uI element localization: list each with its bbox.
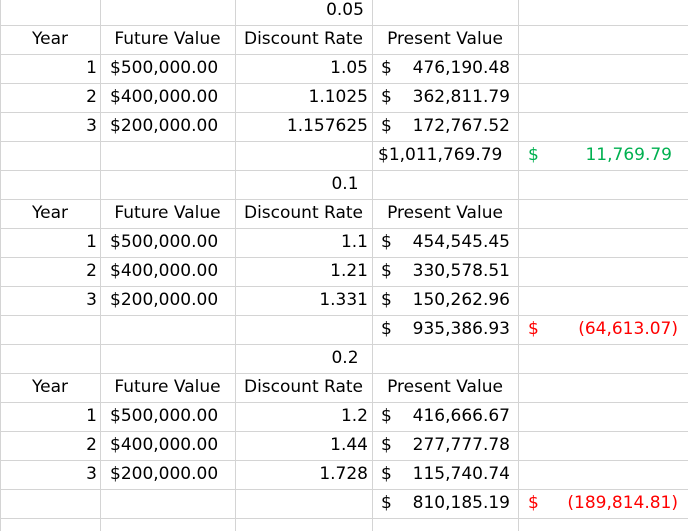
present-value-cell[interactable]: 150,262.96 bbox=[412, 290, 510, 310]
future-value-cell[interactable]: $200,000.00 bbox=[110, 464, 219, 484]
rate-cell[interactable]: 0.05 bbox=[326, 0, 364, 20]
currency-symbol: $ bbox=[381, 435, 392, 455]
year-cell[interactable]: 1 bbox=[86, 232, 97, 252]
future-value-cell[interactable]: $500,000.00 bbox=[110, 406, 219, 426]
future-value-cell[interactable]: $400,000.00 bbox=[110, 87, 219, 107]
currency-symbol: $ bbox=[381, 406, 392, 426]
year-cell[interactable]: 3 bbox=[86, 116, 97, 136]
header-year[interactable]: Year bbox=[32, 377, 68, 397]
future-value-cell[interactable]: $400,000.00 bbox=[110, 261, 219, 281]
total-present-value-cell[interactable]: 810,185.19 bbox=[412, 493, 510, 513]
discount-rate-cell[interactable]: 1.728 bbox=[319, 464, 368, 484]
currency-symbol: $ bbox=[381, 319, 392, 339]
present-value-cell[interactable]: 330,578.51 bbox=[412, 261, 510, 281]
year-cell[interactable]: 3 bbox=[86, 464, 97, 484]
total-present-value-cell[interactable]: $1,011,769.79 bbox=[378, 145, 503, 165]
header-present-value[interactable]: Present Value bbox=[387, 203, 503, 223]
present-value-cell[interactable]: 454,545.45 bbox=[412, 232, 510, 252]
header-future-value[interactable]: Future Value bbox=[114, 29, 221, 49]
present-value-cell[interactable]: 416,666.67 bbox=[412, 406, 510, 426]
discount-rate-cell[interactable]: 1.21 bbox=[330, 261, 368, 281]
year-cell[interactable]: 1 bbox=[86, 58, 97, 78]
header-future-value[interactable]: Future Value bbox=[114, 377, 221, 397]
header-discount-rate[interactable]: Discount Rate bbox=[243, 29, 364, 49]
present-value-cell[interactable]: 362,811.79 bbox=[412, 87, 510, 107]
future-value-cell[interactable]: $500,000.00 bbox=[110, 58, 219, 78]
difference-cell[interactable]: 11,769.79 bbox=[585, 145, 672, 165]
present-value-cell[interactable]: 115,740.74 bbox=[412, 464, 510, 484]
currency-symbol: $ bbox=[381, 290, 392, 310]
header-discount-rate[interactable]: Discount Rate bbox=[243, 203, 364, 223]
future-value-cell[interactable]: $200,000.00 bbox=[110, 116, 219, 136]
future-value-cell[interactable]: $200,000.00 bbox=[110, 290, 219, 310]
currency-symbol: $ bbox=[381, 261, 392, 281]
header-present-value[interactable]: Present Value bbox=[387, 29, 503, 49]
header-year[interactable]: Year bbox=[32, 203, 68, 223]
currency-symbol: $ bbox=[381, 87, 392, 107]
difference-currency-symbol: $ bbox=[528, 145, 539, 165]
difference-cell[interactable]: (189,814.81) bbox=[567, 493, 678, 513]
currency-symbol: $ bbox=[381, 493, 392, 513]
year-cell[interactable]: 2 bbox=[86, 435, 97, 455]
total-present-value-cell[interactable]: 935,386.93 bbox=[412, 319, 510, 339]
currency-symbol: $ bbox=[381, 116, 392, 136]
rate-cell[interactable]: 0.2 bbox=[331, 348, 359, 368]
year-cell[interactable]: 3 bbox=[86, 290, 97, 310]
year-cell[interactable]: 2 bbox=[86, 261, 97, 281]
year-cell[interactable]: 2 bbox=[86, 87, 97, 107]
header-future-value[interactable]: Future Value bbox=[114, 203, 221, 223]
difference-cell[interactable]: (64,613.07) bbox=[578, 319, 678, 339]
currency-symbol: $ bbox=[381, 464, 392, 484]
currency-symbol: $ bbox=[381, 232, 392, 252]
difference-currency-symbol: $ bbox=[528, 493, 539, 513]
currency-symbol: $ bbox=[381, 58, 392, 78]
header-discount-rate[interactable]: Discount Rate bbox=[243, 377, 364, 397]
rate-cell[interactable]: 0.1 bbox=[331, 174, 359, 194]
present-value-cell[interactable]: 277,777.78 bbox=[412, 435, 510, 455]
future-value-cell[interactable]: $500,000.00 bbox=[110, 232, 219, 252]
discount-rate-cell[interactable]: 1.2 bbox=[340, 406, 368, 426]
present-value-cell[interactable]: 172,767.52 bbox=[412, 116, 510, 136]
discount-rate-cell[interactable]: 1.44 bbox=[330, 435, 368, 455]
discount-rate-cell[interactable]: 1.05 bbox=[330, 58, 368, 78]
discount-rate-cell[interactable]: 1.1 bbox=[340, 232, 368, 252]
discount-rate-cell[interactable]: 1.1025 bbox=[308, 87, 368, 107]
future-value-cell[interactable]: $400,000.00 bbox=[110, 435, 219, 455]
header-present-value[interactable]: Present Value bbox=[387, 377, 503, 397]
year-cell[interactable]: 1 bbox=[86, 406, 97, 426]
difference-currency-symbol: $ bbox=[528, 319, 539, 339]
discount-rate-cell[interactable]: 1.331 bbox=[319, 290, 368, 310]
header-year[interactable]: Year bbox=[32, 29, 68, 49]
discount-rate-cell[interactable]: 1.157625 bbox=[286, 116, 368, 136]
present-value-cell[interactable]: 476,190.48 bbox=[412, 58, 510, 78]
